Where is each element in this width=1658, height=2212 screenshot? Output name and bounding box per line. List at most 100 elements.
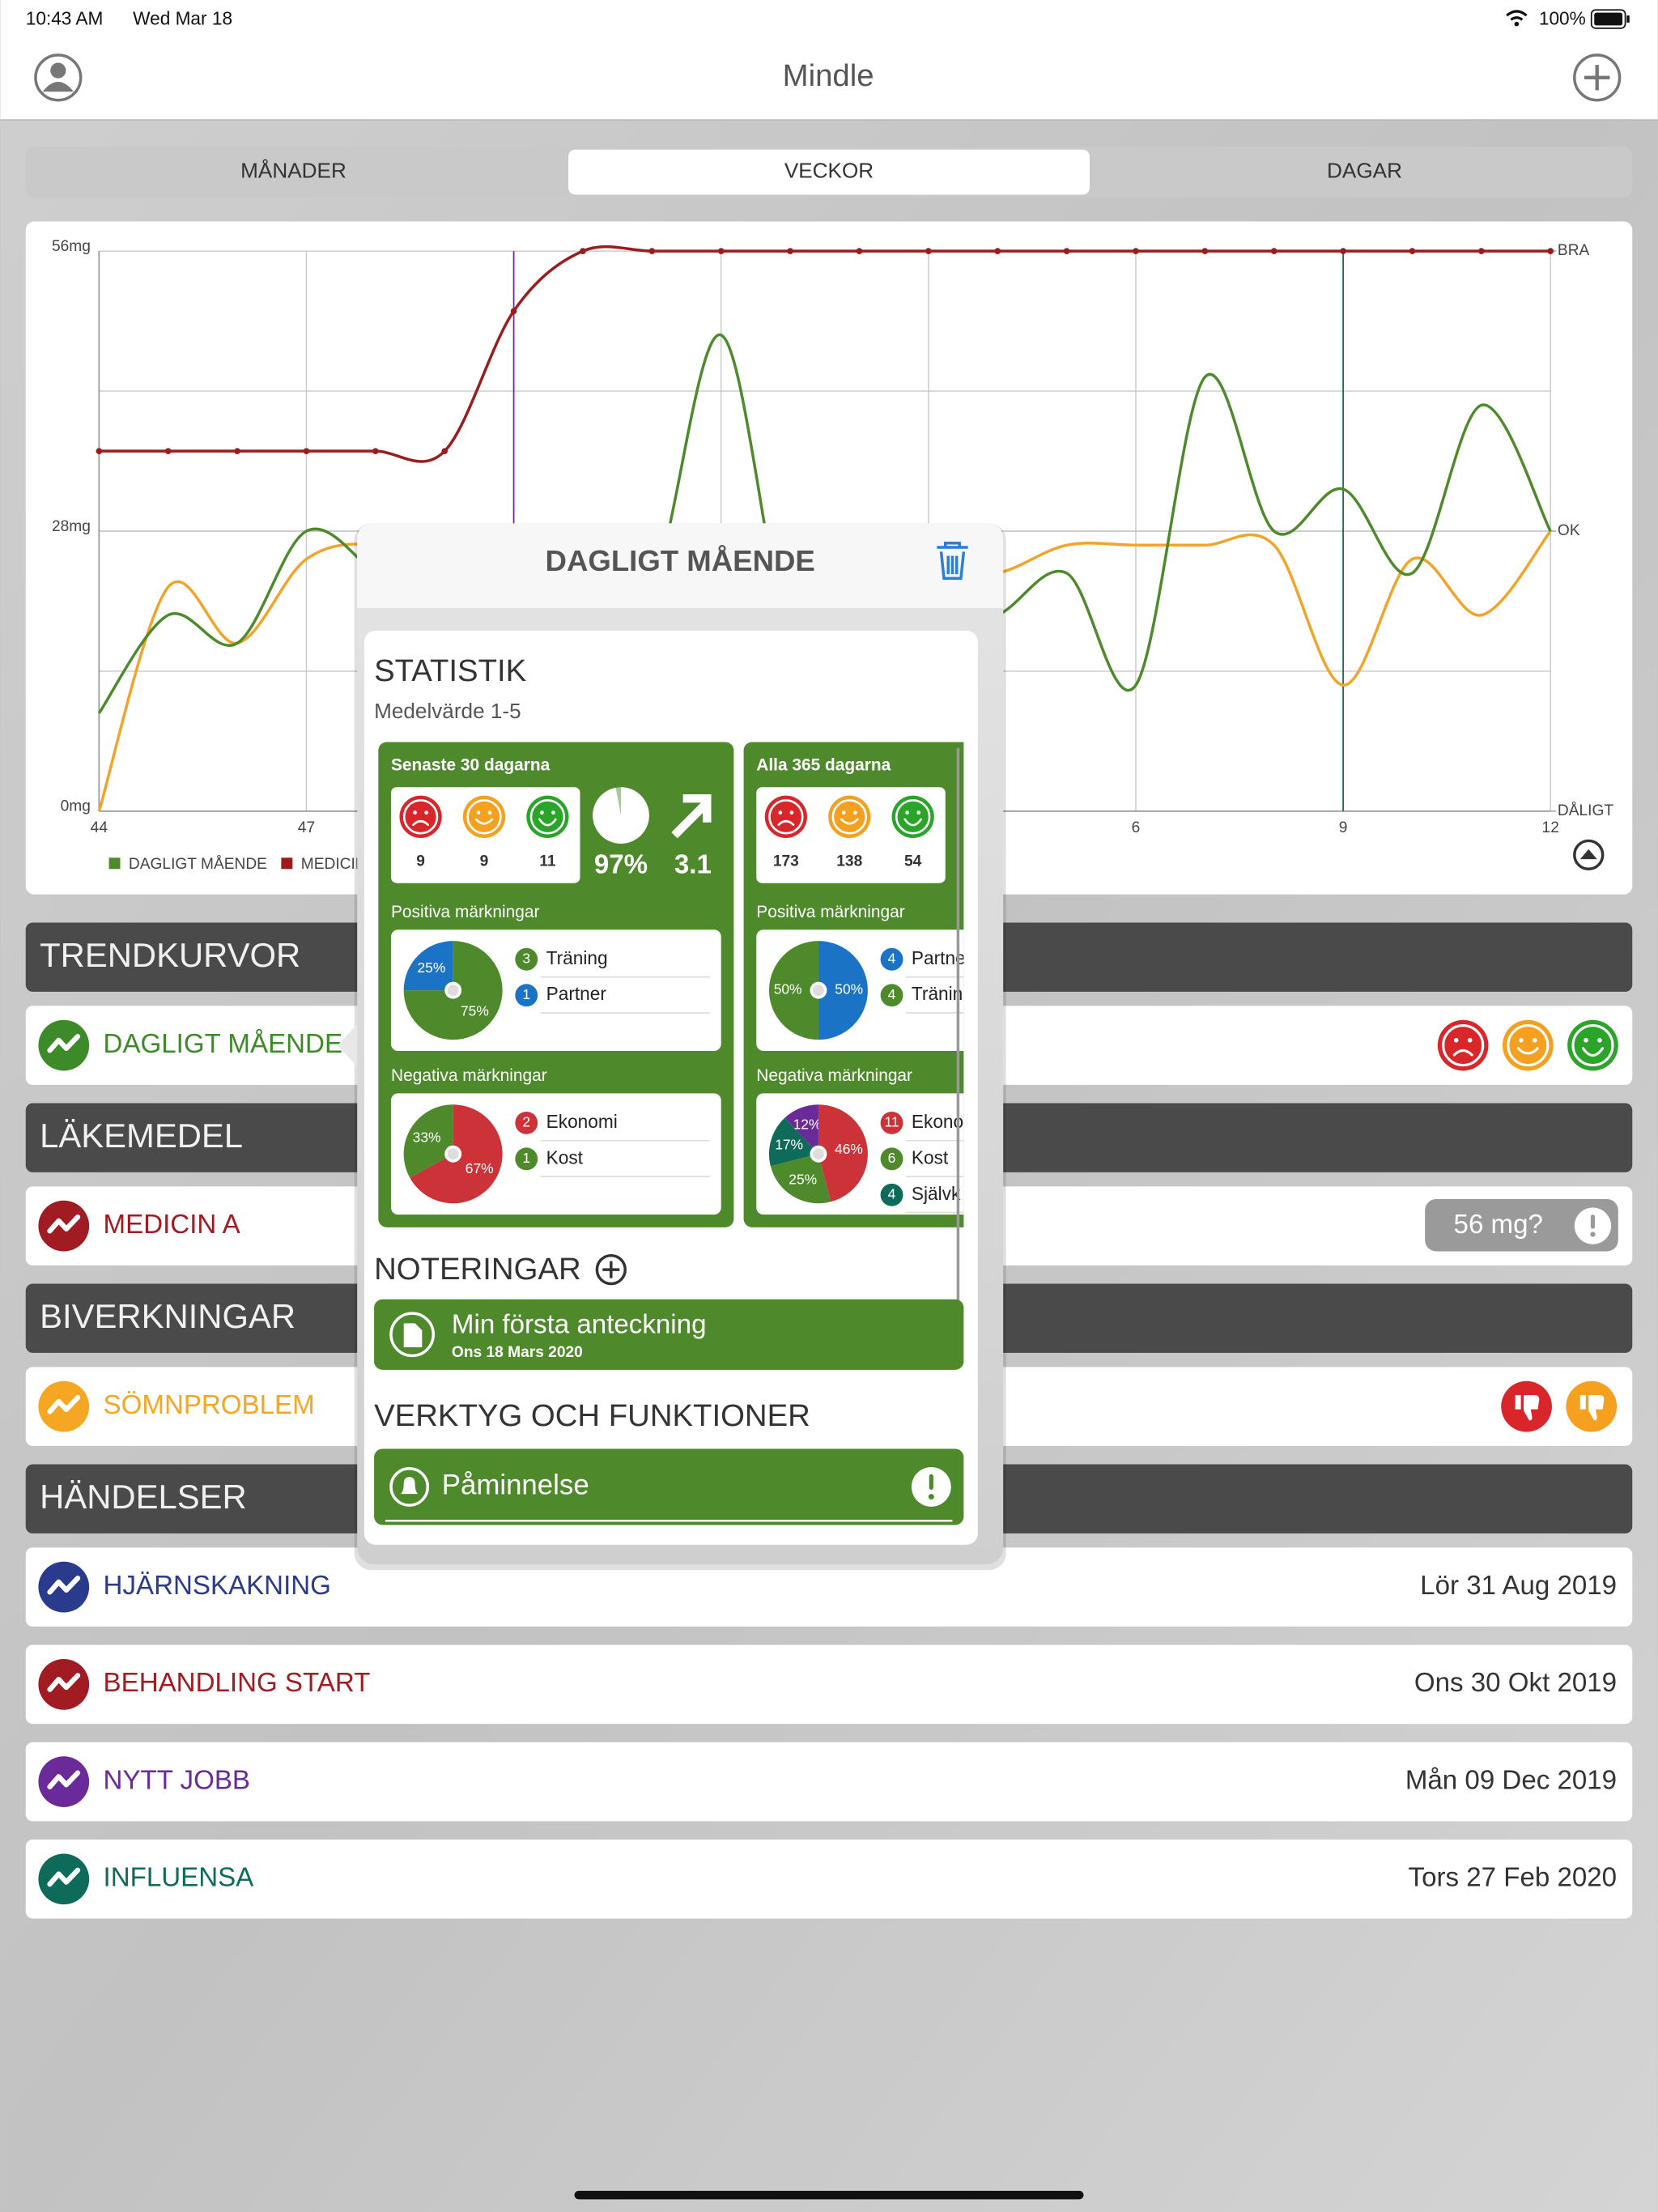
scroll-indicator [956, 747, 960, 1326]
smiley-eye [424, 810, 428, 815]
app-title: Mindle [783, 58, 874, 93]
stat-card-title: Senaste 30 dagarna [391, 756, 551, 775]
scroll-top-button[interactable] [1573, 839, 1605, 871]
y2-tick-label: DÅLIGT [1558, 802, 1613, 819]
tool-item[interactable] [374, 1448, 964, 1525]
alert-glyph [928, 1494, 934, 1500]
battery-level: 100% [1539, 7, 1586, 28]
tag-count-badge [515, 984, 538, 1007]
list-row[interactable] [25, 1742, 1633, 1822]
pie-slice [784, 1104, 818, 1155]
mood-count: 9 [480, 853, 489, 870]
list-row[interactable] [25, 1840, 1633, 1919]
tag-group-title: Positiva märkningar [756, 903, 904, 921]
smiley-ring [1507, 1024, 1550, 1067]
smiley-ring [466, 799, 502, 835]
profile-button[interactable] [34, 53, 83, 102]
series-dot [303, 448, 310, 455]
list-row[interactable] [25, 1547, 1633, 1627]
note-icon [389, 1312, 436, 1358]
wifi-icon [1506, 10, 1528, 21]
row-label: SÖMNPROBLEM [104, 1390, 315, 1420]
row-label: INFLUENSA [104, 1863, 255, 1893]
note-item[interactable] [374, 1299, 964, 1370]
tag-count: 4 [888, 1185, 896, 1202]
list-row[interactable] [25, 1644, 1633, 1725]
battery-icon [1590, 9, 1630, 29]
tag-label: Tränin [912, 983, 963, 1004]
smiley [891, 795, 934, 838]
pie-label: 17% [775, 1136, 803, 1152]
series-dot [1201, 248, 1209, 254]
tag-count-badge [515, 1111, 538, 1134]
tag-count: 6 [888, 1150, 896, 1166]
tag-count: 4 [888, 986, 896, 1002]
series-dot [580, 248, 586, 254]
series-dot [717, 248, 725, 254]
smiley-ring [831, 799, 867, 835]
thumbs-down-glyph [1515, 1395, 1540, 1421]
tag-label: Självk [912, 1183, 961, 1204]
series-line [99, 245, 1551, 463]
row-icon-glyph [47, 1033, 81, 1053]
section-title: STATISTIK [374, 653, 527, 688]
average-value: 3.1 [674, 850, 712, 880]
share-pie [593, 787, 649, 844]
dose-pill[interactable] [1425, 1198, 1618, 1252]
pie-slice [403, 1104, 453, 1178]
y-tick-label: 0mg [61, 798, 91, 815]
section-title: NOTERINGAR [374, 1252, 581, 1287]
smiley [764, 795, 807, 838]
tag-label: Ekono [912, 1111, 963, 1132]
row-icon-glyph [47, 1576, 81, 1595]
pie-label: 50% [774, 981, 802, 998]
x-tick-label: 47 [298, 819, 315, 836]
row-icon-glyph [47, 1770, 81, 1789]
smiley-eye [413, 810, 417, 815]
share-label: 97% [594, 850, 648, 880]
series-dot [1547, 248, 1554, 254]
smiley-mouth [777, 819, 795, 827]
smiley-mouth [474, 818, 494, 825]
alert-glyph [929, 1474, 933, 1490]
row-label: DAGLIGT MÅENDE [104, 1029, 342, 1059]
smiley-eye [841, 810, 846, 815]
series-dot [648, 248, 656, 254]
add-note-glyph [602, 1261, 620, 1278]
pie-center [444, 1145, 462, 1163]
tag-group-title: Negativa märkningar [391, 1066, 547, 1085]
mood-count: 11 [539, 853, 556, 870]
series-dot [372, 448, 379, 455]
y2-tick-label: BRA [1558, 242, 1590, 259]
smiley-ring [1442, 1024, 1485, 1067]
status-time: 10:43 AM [26, 7, 104, 28]
tag-label: Träning [546, 947, 608, 968]
bell-glyph [401, 1477, 419, 1495]
smiley-mouth [1581, 1047, 1604, 1057]
smiley-mouth [1516, 1047, 1539, 1055]
tab-label: DAGAR [1327, 158, 1402, 182]
smiley-mouth [840, 818, 859, 825]
pie-label: 67% [466, 1160, 494, 1176]
row-label: BEHANDLING START [104, 1668, 371, 1698]
tag-label: Kost [546, 1146, 584, 1168]
delete-button[interactable] [937, 542, 968, 581]
add-note-button[interactable] [595, 1253, 627, 1286]
smiley-ring [1571, 1024, 1614, 1067]
series-dot [1478, 248, 1485, 254]
tag-count-badge [880, 1147, 903, 1171]
series-dot [787, 248, 793, 254]
x-tick-label: 12 [1542, 819, 1559, 836]
status-date: Wed Mar 18 [133, 7, 232, 28]
smiley-eye [1453, 1037, 1459, 1043]
row-date: Tors 27 Feb 2020 [1409, 1863, 1618, 1893]
pie-slice [770, 1154, 831, 1204]
tag-count: 4 [888, 950, 896, 966]
note-icon-glyph [403, 1323, 423, 1347]
mood-count: 173 [773, 853, 799, 870]
add-button[interactable] [1573, 53, 1622, 102]
smiley-eye [487, 810, 492, 815]
smiley [1437, 1019, 1489, 1071]
smiley-mouth [412, 819, 430, 827]
